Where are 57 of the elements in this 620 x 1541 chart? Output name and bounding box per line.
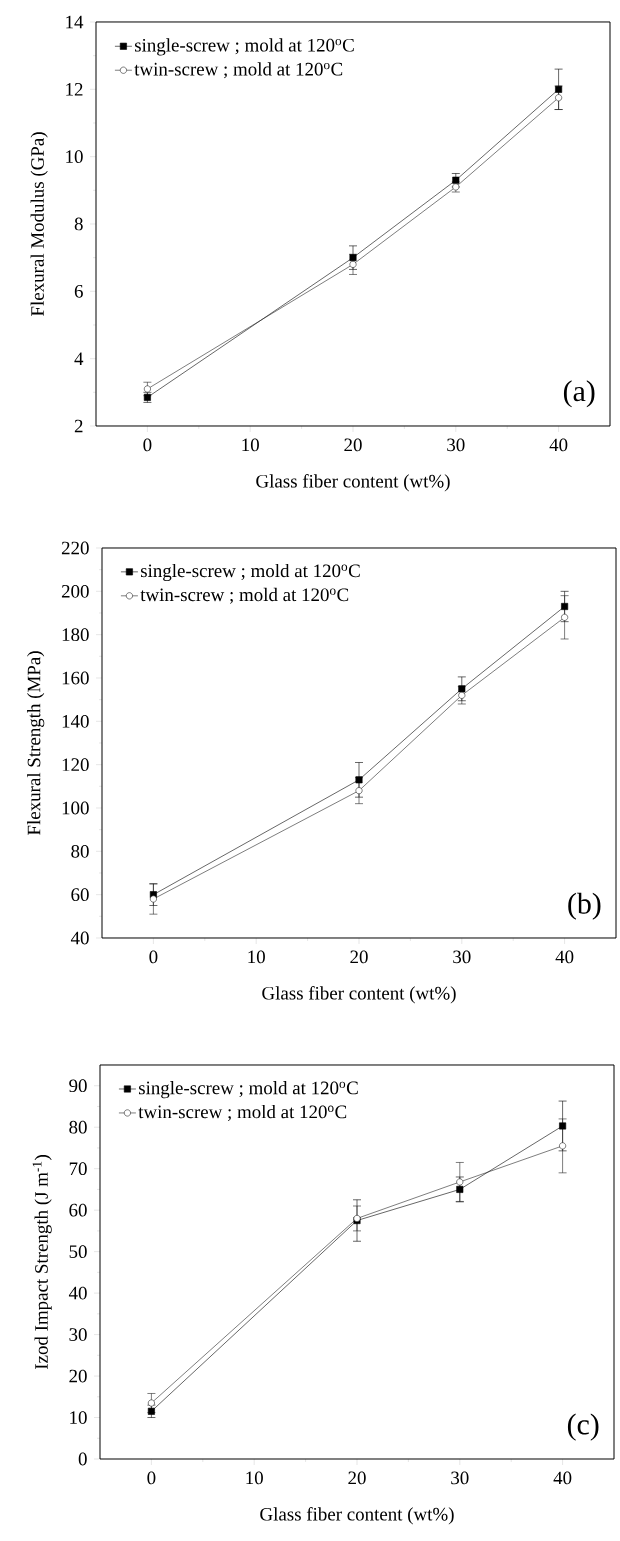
y-tick-label: 10	[70, 1411, 87, 1424]
y-axis-title: Izod Impact Strength (J m$^{-1}$)	[32, 1155, 52, 1370]
x-tick-label: 40	[555, 950, 574, 964]
annotation: (b)	[568, 892, 601, 920]
y-tick-label: 200	[61, 584, 89, 598]
legend-label: twin-screw ; mold at 120$^{o}$C	[140, 587, 349, 604]
y-tick-label: 120	[62, 758, 89, 772]
x-tick-label: 30	[447, 438, 465, 452]
x-tick-label: 40	[553, 1471, 572, 1485]
x-tick-label: 30	[453, 950, 471, 964]
annotation: (c)	[567, 1413, 599, 1441]
y-tick-label: 40	[68, 1286, 87, 1300]
x-axis-title: Glass fiber content (wt%)	[262, 986, 456, 1004]
y-tick-label: 80	[69, 1120, 87, 1134]
legend-label: twin-screw ; mold at 120$^{o}$C	[134, 62, 343, 79]
legend-label: single-screw ; mold at 120$^{o}$C	[140, 563, 360, 582]
y-tick-label: 6	[74, 284, 83, 298]
legend-label: twin-screw ; mold at 120$^{o}$C	[138, 1104, 347, 1121]
y-tick-label: 80	[71, 844, 89, 858]
y-tick-label: 180	[62, 628, 89, 642]
y-tick-label: 90	[69, 1079, 87, 1093]
y-tick-label: 4	[74, 352, 84, 365]
x-axis-title: Glass fiber content (wt%)	[260, 1507, 454, 1525]
y-tick-label: 60	[69, 1203, 87, 1217]
legend-label: single-screw ; mold at 120$^{o}$C	[134, 38, 354, 56]
y-tick-label: 30	[69, 1328, 87, 1341]
x-tick-label: 0	[143, 438, 152, 452]
y-axis-title: Flexural Strength (MPa)	[27, 651, 45, 835]
y-tick-label: 40	[70, 931, 89, 945]
legend-label: single-screw ; mold at 120$^{o}$C	[138, 1081, 358, 1099]
y-tick-label: 60	[71, 888, 89, 902]
x-tick-label: 10	[246, 1471, 263, 1485]
annotation: (a)	[563, 380, 595, 408]
y-tick-label: 140	[62, 714, 89, 728]
y-tick-label: 100	[62, 801, 89, 815]
x-tick-label: 40	[549, 438, 568, 452]
y-tick-label: 8	[74, 217, 83, 231]
x-tick-label: 0	[147, 1471, 156, 1485]
x-tick-label: 20	[350, 950, 368, 964]
y-tick-label: 12	[66, 83, 83, 96]
y-tick-label: 2	[74, 419, 83, 433]
y-tick-label: 14	[66, 15, 84, 29]
x-tick-label: 10	[242, 438, 259, 452]
x-tick-label: 0	[149, 950, 158, 964]
y-axis-title: Flexural Modulus (GPa)	[30, 132, 48, 316]
x-tick-label: 20	[344, 438, 362, 452]
y-tick-label: 20	[69, 1369, 87, 1383]
y-tick-label: 70	[69, 1162, 87, 1176]
x-tick-label: 30	[451, 1471, 469, 1485]
x-axis-title: Glass fiber content (wt%)	[256, 474, 450, 492]
y-tick-label: 10	[66, 150, 83, 164]
y-tick-label: 220	[61, 541, 89, 555]
x-tick-label: 10	[248, 950, 265, 964]
x-tick-label: 20	[348, 1471, 366, 1485]
y-tick-label: 160	[62, 671, 89, 685]
y-tick-label: 50	[69, 1245, 87, 1259]
y-tick-label: 0	[78, 1452, 87, 1466]
